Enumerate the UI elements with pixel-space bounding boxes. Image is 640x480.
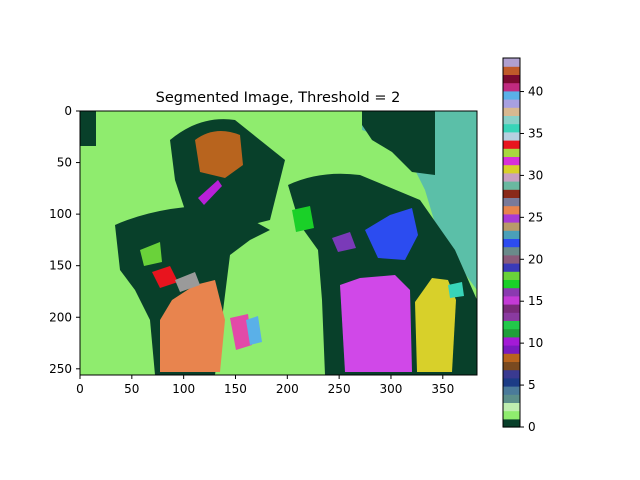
colorbar-swatch xyxy=(503,90,520,100)
y-tick-label: 150 xyxy=(49,259,72,273)
colorbar-swatch xyxy=(503,304,520,313)
segment-violet xyxy=(332,232,356,252)
y-tick-label: 200 xyxy=(49,310,72,324)
colorbar-swatch xyxy=(503,418,520,428)
colorbar-swatch xyxy=(503,263,520,272)
segment-lime xyxy=(140,242,162,266)
segment-red xyxy=(152,266,178,288)
x-tick-label: 200 xyxy=(276,382,299,396)
x-tick-label: 300 xyxy=(380,382,403,396)
colorbar-tick-label: 0 xyxy=(528,420,536,434)
colorbar-swatch xyxy=(503,181,520,190)
colorbar-tick-label: 30 xyxy=(528,168,543,182)
axes: 0 50 100 150 200 250 300 350 0 50 100 150 200 250 xyxy=(49,104,478,396)
colorbar-swatch xyxy=(503,115,520,125)
x-tick-label: 0 xyxy=(76,382,84,396)
segment-purple-streak xyxy=(198,180,222,205)
colorbar-swatch xyxy=(503,238,520,248)
heatmap-image xyxy=(80,111,477,375)
axes-frame xyxy=(79,110,478,376)
y-tick-label: 0 xyxy=(64,104,72,118)
colorbar-swatch xyxy=(503,140,520,149)
colorbar-swatch xyxy=(503,410,520,420)
x-tick-label: 150 xyxy=(224,382,247,396)
x-tick-label: 250 xyxy=(328,382,351,396)
colorbar-tick-label: 5 xyxy=(528,378,536,392)
segment-orange-top xyxy=(195,131,243,178)
colorbar-swatch xyxy=(503,148,520,157)
segment-magenta xyxy=(340,275,412,372)
x-tick-label: 350 xyxy=(431,382,454,396)
colorbar-swatch xyxy=(503,123,520,133)
colorbar-swatch xyxy=(503,99,520,108)
segment-left-strip xyxy=(80,111,96,146)
colorbar-swatch xyxy=(503,377,520,387)
segment-salmon xyxy=(160,280,225,372)
colorbar-tick-label: 20 xyxy=(528,252,543,266)
colorbar-swatch xyxy=(503,328,520,338)
colorbar-swatch xyxy=(503,386,520,395)
colorbar-tick-label: 35 xyxy=(528,126,543,140)
colorbar-swatch xyxy=(503,213,520,223)
segment-green-small xyxy=(292,206,314,232)
colorbar-swatch xyxy=(503,107,520,116)
colorbar-swatch xyxy=(503,271,520,280)
colorbar-swatch xyxy=(503,353,520,362)
chart-title: Segmented Image, Threshold = 2 xyxy=(156,90,401,106)
segment-yellow xyxy=(415,278,456,372)
colorbar-swatch xyxy=(503,246,520,256)
colorbar-swatch xyxy=(503,172,520,182)
colorbar-swatch xyxy=(503,74,520,84)
colorbar-swatch xyxy=(503,230,520,239)
colorbar-swatch xyxy=(503,295,520,305)
x-tick-label: 100 xyxy=(172,382,195,396)
colorbar-swatch xyxy=(503,394,520,403)
colorbar-swatch xyxy=(503,82,520,92)
colorbar-swatch xyxy=(503,402,520,412)
colorbar-swatch xyxy=(503,345,520,354)
segment-lightblue-small xyxy=(246,316,262,345)
y-tick-label: 250 xyxy=(49,362,72,376)
colorbar-swatch xyxy=(503,156,520,166)
segment-cyan-small xyxy=(448,282,464,298)
colorbar-swatch xyxy=(503,58,520,67)
colorbar-swatch xyxy=(503,320,520,330)
colorbar-tick-label: 40 xyxy=(528,85,543,99)
colorbar-frame xyxy=(502,57,521,428)
segment-dark-right-top xyxy=(362,111,435,175)
x-tick-label: 50 xyxy=(124,382,139,396)
colorbar-swatch xyxy=(503,361,520,371)
colorbar-tick-label: 25 xyxy=(528,210,543,224)
colorbar-swatch xyxy=(503,254,520,264)
colorbar-swatch xyxy=(503,369,520,379)
colorbar-swatch xyxy=(503,312,520,321)
y-tick-label: 50 xyxy=(57,156,72,170)
segment-blue xyxy=(365,208,418,260)
segment-gray xyxy=(175,272,200,292)
colorbar-swatch xyxy=(503,189,520,198)
colorbar-swatch xyxy=(503,336,520,346)
colorbar-tick-label: 15 xyxy=(528,294,543,308)
colorbar-swatch xyxy=(503,287,520,297)
colorbar-swatch xyxy=(503,164,520,174)
colorbar-swatch xyxy=(503,66,520,75)
colorbar-swatch xyxy=(503,131,520,141)
colorbar-swatch xyxy=(503,279,520,289)
colorbar-swatch xyxy=(503,197,520,207)
colorbar-tick-label: 10 xyxy=(528,336,543,350)
y-tick-label: 100 xyxy=(49,207,72,221)
colorbar: 0 5 10 15 20 25 30 35 40 xyxy=(502,57,543,434)
colorbar-swatch xyxy=(503,222,520,231)
colorbar-swatch xyxy=(503,205,520,215)
